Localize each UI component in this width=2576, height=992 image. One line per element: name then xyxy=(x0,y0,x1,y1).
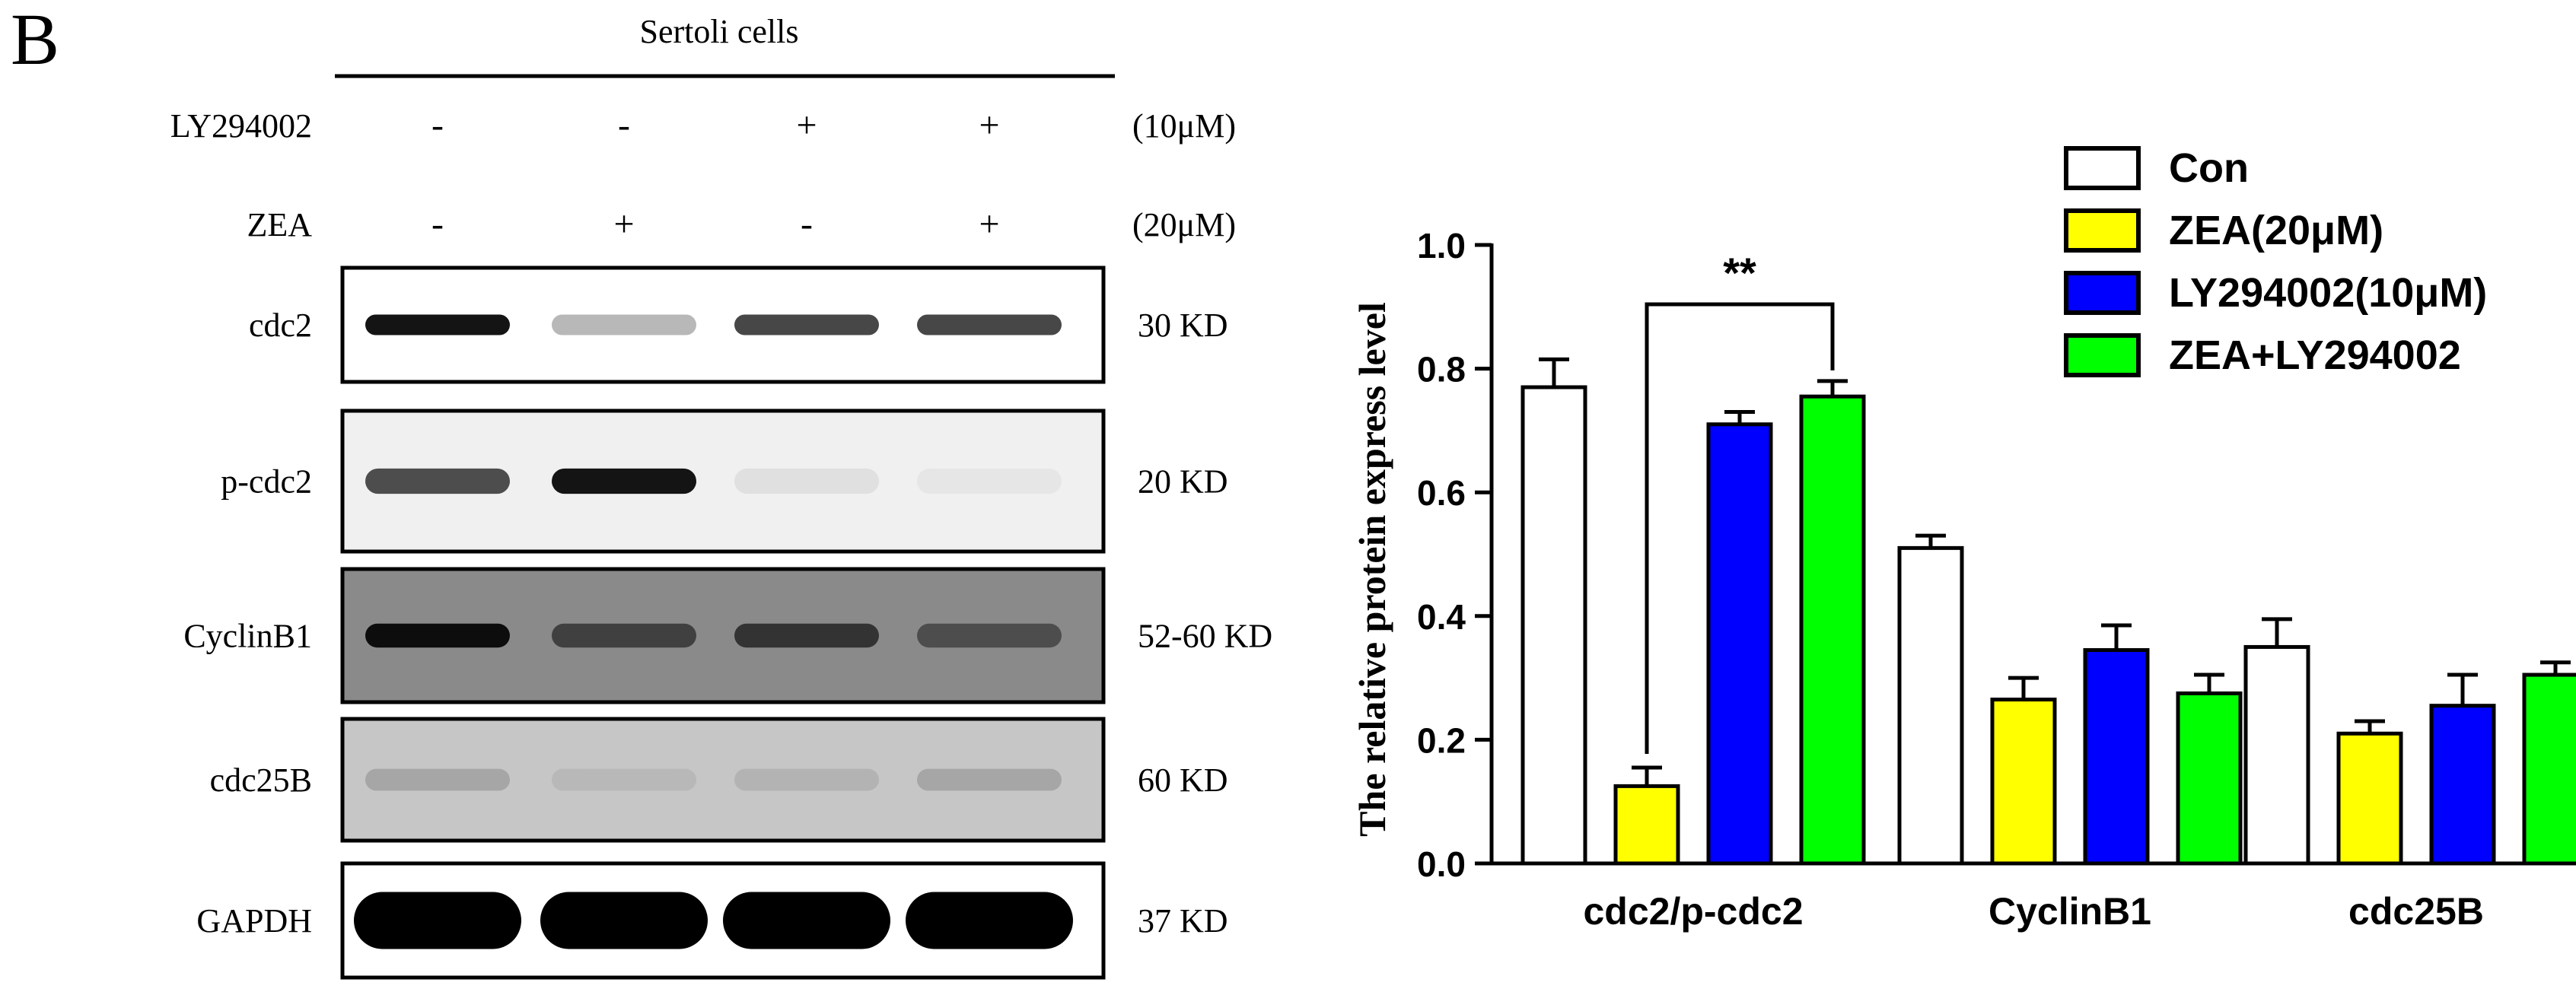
y-tick-label: 1.0 xyxy=(1417,226,1466,265)
bar xyxy=(1990,698,2057,866)
treatment-concentration: (10μM) xyxy=(1132,107,1236,145)
bar-chart: 0.0 0.2 0.4 0.6 0.8 1.0 The relative protein e… xyxy=(1351,145,2576,933)
western-blot-panel: Sertoli cells LY294002 - - + + (10μM) ZEA - + - + (2… xyxy=(170,13,1272,980)
significance-label: ** xyxy=(1723,249,1756,297)
bar xyxy=(1613,784,1680,866)
treatment-sign: + xyxy=(979,105,999,145)
x-tick-label: CyclinB1 xyxy=(1989,890,2151,933)
blot-row-label: CyclinB1 xyxy=(183,618,312,655)
blot-band xyxy=(540,892,708,949)
legend-swatch xyxy=(2064,271,2141,315)
blot-band xyxy=(365,768,510,791)
legend-label: ZEA+LY294002 xyxy=(2169,332,2461,378)
blot-header: Sertoli cells xyxy=(640,13,799,50)
bar xyxy=(2336,731,2403,866)
blot-band xyxy=(552,314,696,335)
blot-row-size: 30 KD xyxy=(1138,307,1228,344)
blot-band xyxy=(734,768,879,791)
blot-row-label: GAPDH xyxy=(196,902,312,940)
legend-label: LY294002(10μM) xyxy=(2169,270,2487,316)
y-tick-label: 0.8 xyxy=(1417,350,1466,389)
bar xyxy=(2176,691,2243,866)
bar xyxy=(2083,648,2150,866)
y-tick-label: 0.6 xyxy=(1417,473,1466,513)
legend-swatch xyxy=(2064,333,2141,377)
bar xyxy=(2522,672,2576,866)
blot-band xyxy=(723,892,890,949)
treatment-sign: + xyxy=(796,105,817,145)
blot-band xyxy=(734,314,879,335)
blot-band xyxy=(354,892,521,949)
x-tick-label: cdc25B xyxy=(2348,890,2484,933)
significance-bracket xyxy=(1645,302,1835,754)
treatment-sign: + xyxy=(613,204,634,244)
blot-row-size: 60 KD xyxy=(1138,761,1228,799)
blot-row-label: cdc25B xyxy=(210,761,312,799)
treatment-label: LY294002 xyxy=(170,107,312,145)
blot-band xyxy=(552,623,696,648)
bar xyxy=(2429,704,2496,866)
blot-row-size: 20 KD xyxy=(1138,463,1228,501)
blot-band xyxy=(906,892,1073,949)
blot-band xyxy=(917,314,1062,335)
blot-row-label: cdc2 xyxy=(249,307,312,344)
blot-band xyxy=(365,314,510,335)
legend-label: Con xyxy=(2169,145,2249,191)
blot-band xyxy=(917,468,1062,494)
y-axis-title: The relative protein express level xyxy=(1351,302,1393,837)
blot-band xyxy=(552,468,696,494)
bar xyxy=(1897,545,1964,866)
treatment-sign: - xyxy=(431,105,444,145)
blot-band xyxy=(365,468,510,494)
y-tick-label: 0.0 xyxy=(1417,844,1466,884)
bar xyxy=(1799,394,1866,866)
blot-row-label: p-cdc2 xyxy=(221,463,312,501)
treatment-sign: - xyxy=(431,204,444,244)
panel-letter: B xyxy=(11,0,59,80)
legend-swatch xyxy=(2064,146,2141,190)
y-tick-label: 0.4 xyxy=(1417,597,1466,637)
blot-band xyxy=(552,768,696,791)
treatment-sign: - xyxy=(618,105,630,145)
bar xyxy=(1706,422,1773,866)
treatment-sign: - xyxy=(801,204,813,244)
blot-row-size: 37 KD xyxy=(1138,902,1228,940)
legend-label: ZEA(20μM) xyxy=(2169,208,2383,253)
blot-band xyxy=(734,623,879,648)
blot-band xyxy=(365,623,510,648)
blot-band xyxy=(917,768,1062,791)
treatment-concentration: (20μM) xyxy=(1132,206,1236,243)
y-tick-label: 0.2 xyxy=(1417,720,1466,760)
bar xyxy=(1520,385,1587,866)
bar xyxy=(2243,644,2310,866)
blot-row-size: 52-60 KD xyxy=(1138,618,1272,655)
treatment-sign: + xyxy=(979,204,999,244)
blot-band xyxy=(917,623,1062,648)
x-tick-label: cdc2/p-cdc2 xyxy=(1583,890,1803,933)
legend-swatch xyxy=(2064,208,2141,253)
treatment-label: ZEA xyxy=(247,206,312,243)
blot-band xyxy=(734,468,879,494)
